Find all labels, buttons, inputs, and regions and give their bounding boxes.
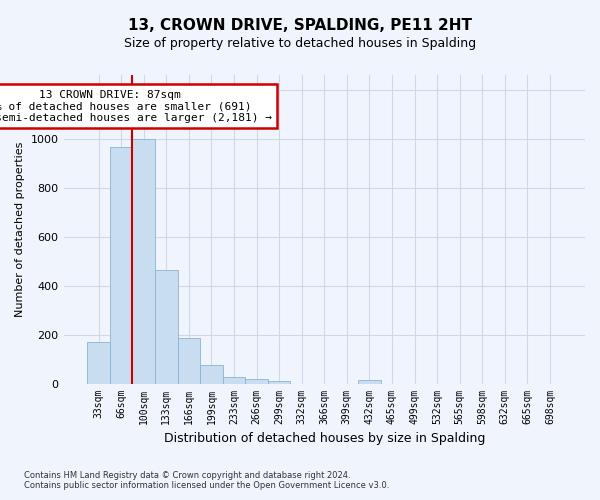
Bar (133, 139, 155, 384)
Y-axis label: Number of detached properties: Number of detached properties (15, 142, 25, 317)
Bar (155, 270, 178, 384)
Text: 13, CROWN DRIVE, SPALDING, PE11 2HT: 13, CROWN DRIVE, SPALDING, PE11 2HT (128, 18, 472, 32)
Bar (245, 378, 268, 384)
Bar (200, 365, 223, 384)
X-axis label: Distribution of detached houses by size in Spalding: Distribution of detached houses by size … (164, 432, 485, 445)
Bar (268, 380, 290, 384)
Bar (87, 342, 110, 384)
Bar (110, 146, 133, 384)
Bar (223, 378, 245, 384)
Bar (358, 380, 381, 384)
Bar (178, 338, 200, 384)
Text: Contains public sector information licensed under the Open Government Licence v3: Contains public sector information licen… (24, 480, 389, 490)
Text: 13 CROWN DRIVE: 87sqm
← 24% of detached houses are smaller (691)
75% of semi-det: 13 CROWN DRIVE: 87sqm ← 24% of detached … (0, 90, 272, 123)
Text: Contains HM Land Registry data © Crown copyright and database right 2024.: Contains HM Land Registry data © Crown c… (24, 470, 350, 480)
Text: Size of property relative to detached houses in Spalding: Size of property relative to detached ho… (124, 38, 476, 51)
